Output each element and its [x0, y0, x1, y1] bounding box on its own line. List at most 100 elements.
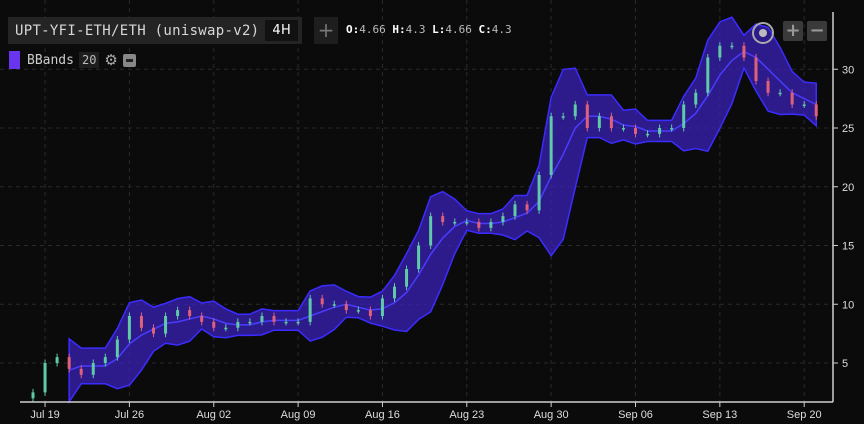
- x-tick-label: Aug 23: [449, 409, 484, 421]
- candle-body: [441, 216, 445, 222]
- candle-body: [79, 368, 83, 375]
- candle-body: [344, 304, 348, 311]
- y-tick-label: 25: [842, 123, 854, 135]
- candle-body: [489, 222, 493, 228]
- indicator-color-swatch[interactable]: [9, 51, 20, 69]
- candle-body: [465, 222, 469, 224]
- candle-body: [537, 175, 541, 211]
- candle-body: [790, 92, 794, 105]
- zoom-in-button[interactable]: +: [783, 21, 803, 41]
- x-tick-label: Sep 06: [618, 409, 653, 421]
- candle-body: [646, 133, 650, 136]
- add-indicator-button[interactable]: +: [314, 17, 338, 44]
- candle-body: [694, 92, 698, 105]
- bollinger-band-area: [68, 16, 817, 405]
- candle-body: [236, 321, 240, 328]
- x-tick-label: Sep 13: [702, 409, 737, 421]
- high-label: H:: [392, 23, 406, 36]
- timeframe-selector[interactable]: 4H: [265, 20, 299, 41]
- candle-body: [429, 216, 433, 246]
- candle-body: [561, 116, 565, 118]
- candle-body: [754, 57, 758, 81]
- candle-body: [296, 321, 300, 324]
- candle-body: [621, 128, 625, 130]
- candle-body: [802, 104, 806, 106]
- candle-body: [417, 245, 421, 269]
- candle-body: [573, 104, 577, 117]
- x-tick-label: Aug 02: [196, 409, 231, 421]
- indicator-name: BBands: [27, 52, 74, 68]
- open-label: O:: [346, 23, 360, 36]
- candle-body: [200, 316, 204, 322]
- candle-body: [525, 204, 529, 211]
- candle-body: [658, 128, 662, 134]
- candle-body: [682, 104, 686, 128]
- candle-body: [284, 321, 288, 324]
- x-tick-label: Jul 26: [115, 409, 144, 421]
- candle-body: [742, 45, 746, 58]
- x-tick-label: Aug 09: [281, 409, 316, 421]
- candle-body: [320, 298, 324, 305]
- candle-body: [706, 57, 710, 93]
- low-label: L:: [432, 23, 446, 36]
- bollinger-middle-line: [68, 50, 817, 372]
- candle-body: [31, 392, 35, 399]
- remove-indicator-icon[interactable]: [122, 53, 136, 67]
- candle-body: [308, 298, 312, 322]
- candle-body: [814, 104, 818, 117]
- candle-body: [356, 310, 360, 312]
- candle-body: [609, 116, 613, 128]
- candle-body: [139, 316, 143, 328]
- candle-body: [453, 222, 457, 224]
- candle-body: [597, 116, 601, 128]
- x-tick-label: Aug 16: [365, 409, 400, 421]
- candle-body: [272, 316, 276, 322]
- candle-body: [670, 128, 674, 130]
- candle-body: [212, 321, 216, 328]
- candle-body: [55, 357, 59, 363]
- open-value: 4.66: [359, 23, 386, 36]
- candle-body: [188, 310, 192, 316]
- candle-body: [778, 92, 782, 95]
- candle-body: [43, 363, 47, 393]
- candle-body: [730, 45, 734, 48]
- candle-body: [501, 216, 505, 222]
- reset-view-icon[interactable]: [752, 22, 774, 44]
- y-tick-label: 10: [842, 299, 854, 311]
- indicator-legend: BBands 20 ⚙: [9, 51, 136, 69]
- candle-body: [477, 222, 481, 228]
- zoom-out-button[interactable]: −: [807, 21, 827, 41]
- candle-body: [127, 316, 131, 340]
- ohlc-readout: O:4.66 H:4.3 L:4.66 C:4.3: [346, 23, 512, 36]
- gear-icon[interactable]: ⚙: [104, 51, 118, 69]
- candle-body: [103, 357, 107, 363]
- y-tick-label: 30: [842, 64, 854, 76]
- x-tick-label: Jul 19: [30, 409, 59, 421]
- candle-body: [224, 327, 228, 330]
- candle-body: [513, 204, 517, 217]
- candle-body: [718, 45, 722, 58]
- candle-body: [248, 321, 252, 324]
- candle-body: [332, 304, 336, 306]
- candle-body: [549, 116, 553, 175]
- candle-body: [380, 298, 384, 316]
- y-tick-label: 15: [842, 241, 854, 253]
- candle-body: [368, 310, 372, 316]
- y-tick-label: 5: [842, 358, 848, 370]
- candle-body: [766, 81, 770, 93]
- candle-body: [164, 316, 168, 334]
- candle-body: [152, 327, 155, 334]
- low-value: 4.66: [445, 23, 472, 36]
- candle-body: [393, 286, 396, 299]
- candle-body: [260, 316, 264, 322]
- candle-body: [115, 339, 119, 358]
- candle-body: [405, 269, 409, 287]
- close-value: 4.3: [491, 23, 512, 36]
- indicator-period[interactable]: 20: [78, 52, 100, 68]
- symbol-header[interactable]: UPT-YFI-ETH/ETH (uniswap-v2) 4H: [8, 17, 303, 44]
- close-label: C:: [478, 23, 492, 36]
- candle-body: [67, 357, 71, 369]
- x-tick-label: Aug 30: [534, 409, 569, 421]
